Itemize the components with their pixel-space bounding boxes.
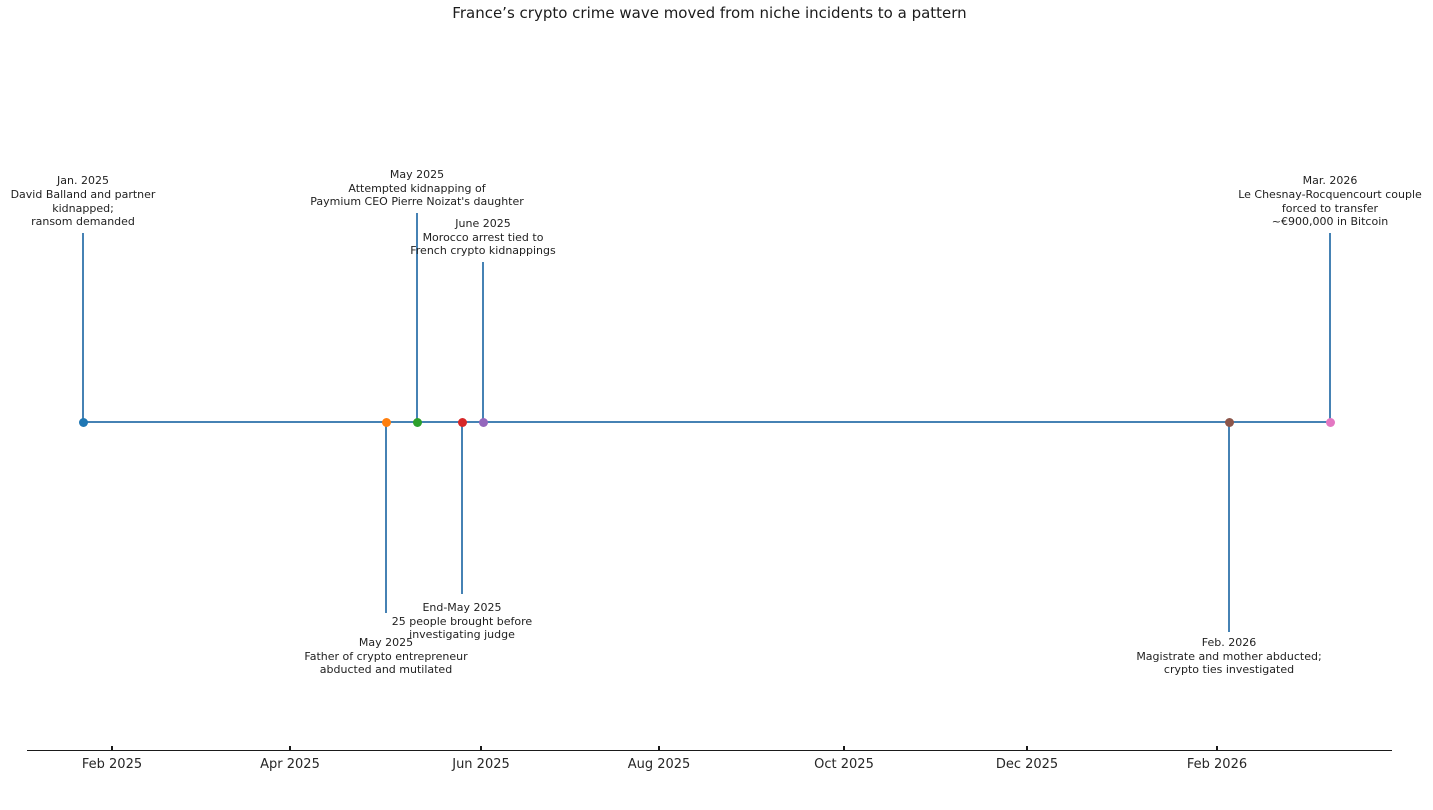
axis-tick-label: Apr 2025 [260, 757, 320, 772]
event-label: May 2025 Father of crypto entrepreneur a… [304, 636, 468, 677]
event-stem [482, 262, 484, 422]
axis-tick [289, 746, 291, 750]
axis-tick-label: Oct 2025 [814, 757, 874, 772]
event-marker [1325, 417, 1335, 427]
event-marker [78, 417, 88, 427]
axis-tick [480, 746, 482, 750]
axis-tick-label: Feb 2025 [81, 757, 143, 772]
timeline-line [83, 420, 1330, 424]
axis-tick-label: Aug 2025 [627, 757, 691, 772]
event-marker [478, 417, 488, 427]
axis-tick [1026, 746, 1028, 750]
event-stem [416, 213, 418, 422]
event-marker [457, 417, 467, 427]
event-stem [82, 233, 84, 422]
event-label: End-May 2025 25 people brought before in… [391, 601, 533, 642]
event-stem [1329, 233, 1331, 422]
event-label: Feb. 2026 Magistrate and mother abducted… [1136, 636, 1322, 677]
event-label: June 2025 Morocco arrest tied to French … [410, 216, 556, 258]
axis-tick [843, 746, 845, 750]
event-marker [1224, 417, 1234, 427]
event-stem [385, 422, 387, 613]
axis-tick [658, 746, 660, 750]
axis-tick-label: Feb 2026 [1186, 757, 1248, 772]
axis-tick-label: Jun 2025 [452, 757, 510, 772]
axis-tick [1216, 746, 1218, 750]
event-stem [461, 422, 463, 594]
event-marker [412, 417, 422, 427]
chart-title: France’s crypto crime wave moved from ni… [452, 4, 967, 22]
axis-tick-label: Dec 2025 [995, 757, 1059, 772]
event-label: Jan. 2025 David Balland and partner kidn… [10, 174, 156, 229]
event-label: May 2025 Attempted kidnapping of Paymium… [310, 167, 524, 209]
event-stem [1228, 422, 1230, 632]
axis-line [27, 750, 1392, 752]
event-marker [381, 417, 391, 427]
axis-tick [111, 746, 113, 750]
event-label: Mar. 2026 Le Chesnay-Rocquencourt couple… [1238, 174, 1422, 229]
